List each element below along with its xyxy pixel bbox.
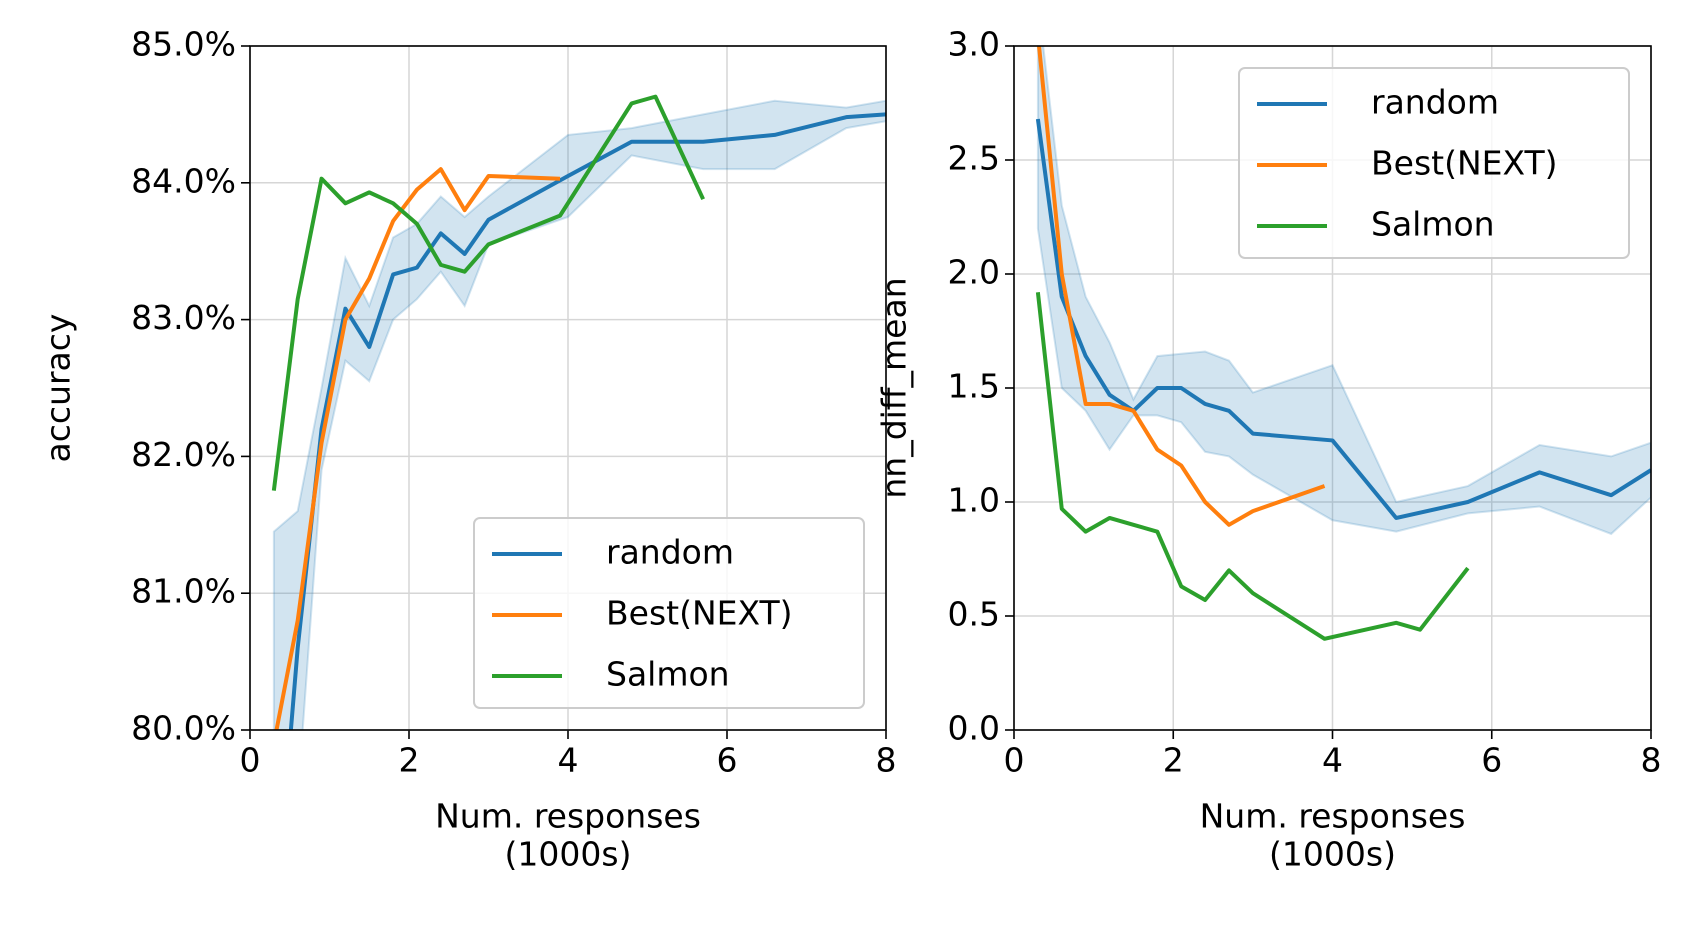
- confidence-band: [272, 99, 886, 730]
- legend-label: Best(NEXT): [606, 594, 793, 633]
- y-tick-label: 80.0%: [131, 709, 236, 748]
- axes-frame: [1013, 45, 1652, 731]
- y-tick-label: 3.0: [948, 25, 1000, 64]
- x-axis-label: Num. responses: [435, 797, 701, 836]
- y-tick-label: 84.0%: [131, 161, 236, 200]
- series-line: [1035, 118, 1651, 520]
- plot-area: [1035, 46, 1651, 641]
- x-tick-label: 2: [1163, 741, 1184, 780]
- y-tick-label: 1.5: [948, 367, 1000, 406]
- x-tick-label: 0: [240, 741, 261, 780]
- plot-area: [271, 94, 886, 730]
- chart: 0 2 4 6 8 80.0% 81.0% 82.0% 83.0% 84.0% 85.0% Num. …: [39, 25, 897, 874]
- series-line: [274, 167, 561, 730]
- confidence-band: [1036, 46, 1651, 536]
- legend-box: [1238, 67, 1630, 259]
- y-tick-label: 1.0: [948, 481, 1000, 520]
- series-line: [1037, 46, 1326, 527]
- x-axis-label: Num. responses: [1200, 797, 1466, 836]
- y-tick-label: 81.0%: [131, 572, 236, 611]
- x-tick-label: 6: [1481, 741, 1502, 780]
- y-tick-label: 0.0: [948, 709, 1000, 748]
- series-line: [1035, 292, 1470, 641]
- legend-label: random: [1371, 83, 1499, 122]
- series-line: [271, 94, 705, 491]
- y-axis-label: nn_diff_mean: [875, 277, 914, 498]
- x-tick-label: 8: [1641, 741, 1662, 780]
- y-tick-label: 2.5: [948, 139, 1000, 178]
- legend-label: random: [606, 533, 734, 572]
- legend: random Best(NEXT) Salmon: [1238, 67, 1630, 259]
- x-axis-label: (1000s): [1269, 835, 1396, 874]
- series-line: [288, 112, 886, 730]
- y-tick-label: 2.0: [948, 253, 1000, 292]
- legend-label: Best(NEXT): [1371, 144, 1558, 183]
- x-tick-label: 4: [1322, 741, 1343, 780]
- x-tick-label: 4: [558, 741, 579, 780]
- x-tick-label: 0: [1004, 741, 1025, 780]
- legend-label: Salmon: [606, 655, 730, 694]
- legend-box: [473, 517, 865, 709]
- y-axis-label: accuracy: [39, 314, 78, 463]
- y-tick-label: 85.0%: [131, 25, 236, 64]
- x-tick-label: 8: [876, 741, 897, 780]
- y-tick-label: 82.0%: [131, 435, 236, 474]
- axes-frame: [249, 45, 887, 731]
- legend-label: Salmon: [1371, 205, 1495, 244]
- chart: 0 2 4 6 8 0.0 0.5 1.0 1.5 2.0 2.5 3.0 Num. responses…: [875, 25, 1662, 874]
- x-tick-label: 6: [717, 741, 738, 780]
- legend: random Best(NEXT) Salmon: [473, 517, 865, 709]
- y-tick-label: 0.5: [948, 595, 1000, 634]
- x-axis-label: (1000s): [505, 835, 632, 874]
- x-tick-label: 2: [399, 741, 420, 780]
- y-tick-label: 83.0%: [131, 298, 236, 337]
